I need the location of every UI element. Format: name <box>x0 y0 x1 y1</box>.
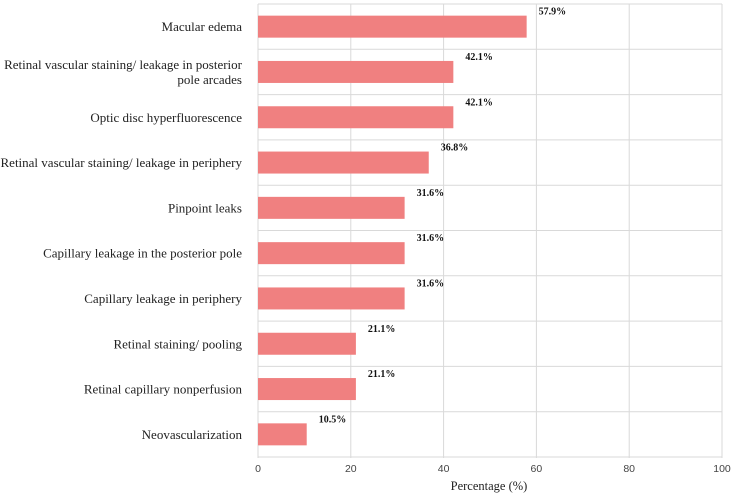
bar <box>258 242 405 265</box>
value-label: 31.6% <box>417 278 445 289</box>
category-label: Capillary leakage in the posterior pole <box>43 246 242 261</box>
bar <box>258 287 405 310</box>
bar <box>258 106 454 129</box>
bar <box>258 15 527 38</box>
x-axis-title: Percentage (%) <box>451 479 528 493</box>
category-label: Neovascularization <box>142 427 243 442</box>
value-label: 42.1% <box>465 52 493 63</box>
value-label: 21.1% <box>368 369 396 380</box>
bar <box>258 196 405 219</box>
value-label: 36.8% <box>441 143 469 154</box>
value-label: 31.6% <box>417 233 445 244</box>
bar <box>258 378 356 401</box>
bar <box>258 60 454 83</box>
bar <box>258 332 356 355</box>
category-label: Optic disc hyperfluorescence <box>90 110 242 125</box>
grid-layer <box>257 3 723 458</box>
bar <box>258 423 307 446</box>
category-label: Macular edema <box>162 19 243 34</box>
category-label: Pinpoint leaks <box>168 200 242 215</box>
category-label: Capillary leakage in periphery <box>84 291 242 306</box>
x-tick-label: 20 <box>345 463 357 475</box>
x-tick-label: 0 <box>255 463 261 475</box>
value-label: 57.9% <box>539 7 567 18</box>
x-tick-label: 40 <box>438 463 450 475</box>
tick-layer: 0 20 40 60 80 100 <box>255 463 731 475</box>
value-label: 31.6% <box>417 188 445 199</box>
x-tick-label: 80 <box>623 463 635 475</box>
label-layer: 57.9% Macular edema 42.1% Retinal vascular … <box>1 7 567 442</box>
category-label: Retinal capillary nonperfusion <box>84 382 243 397</box>
category-label: Retinal vascular staining/ leakage in pe… <box>1 155 243 170</box>
x-tick-label: 60 <box>531 463 543 475</box>
category-label: Retinal staining/ pooling <box>113 336 242 351</box>
x-tick-label: 100 <box>713 463 731 475</box>
category-label: Retinal vascular staining/ leakage in po… <box>4 57 243 72</box>
value-label: 10.5% <box>319 414 347 425</box>
value-label: 42.1% <box>465 97 493 108</box>
category-label: pole arcades <box>177 72 242 87</box>
value-label: 21.1% <box>368 324 396 335</box>
bar-layer <box>258 15 527 446</box>
bar <box>258 151 429 174</box>
